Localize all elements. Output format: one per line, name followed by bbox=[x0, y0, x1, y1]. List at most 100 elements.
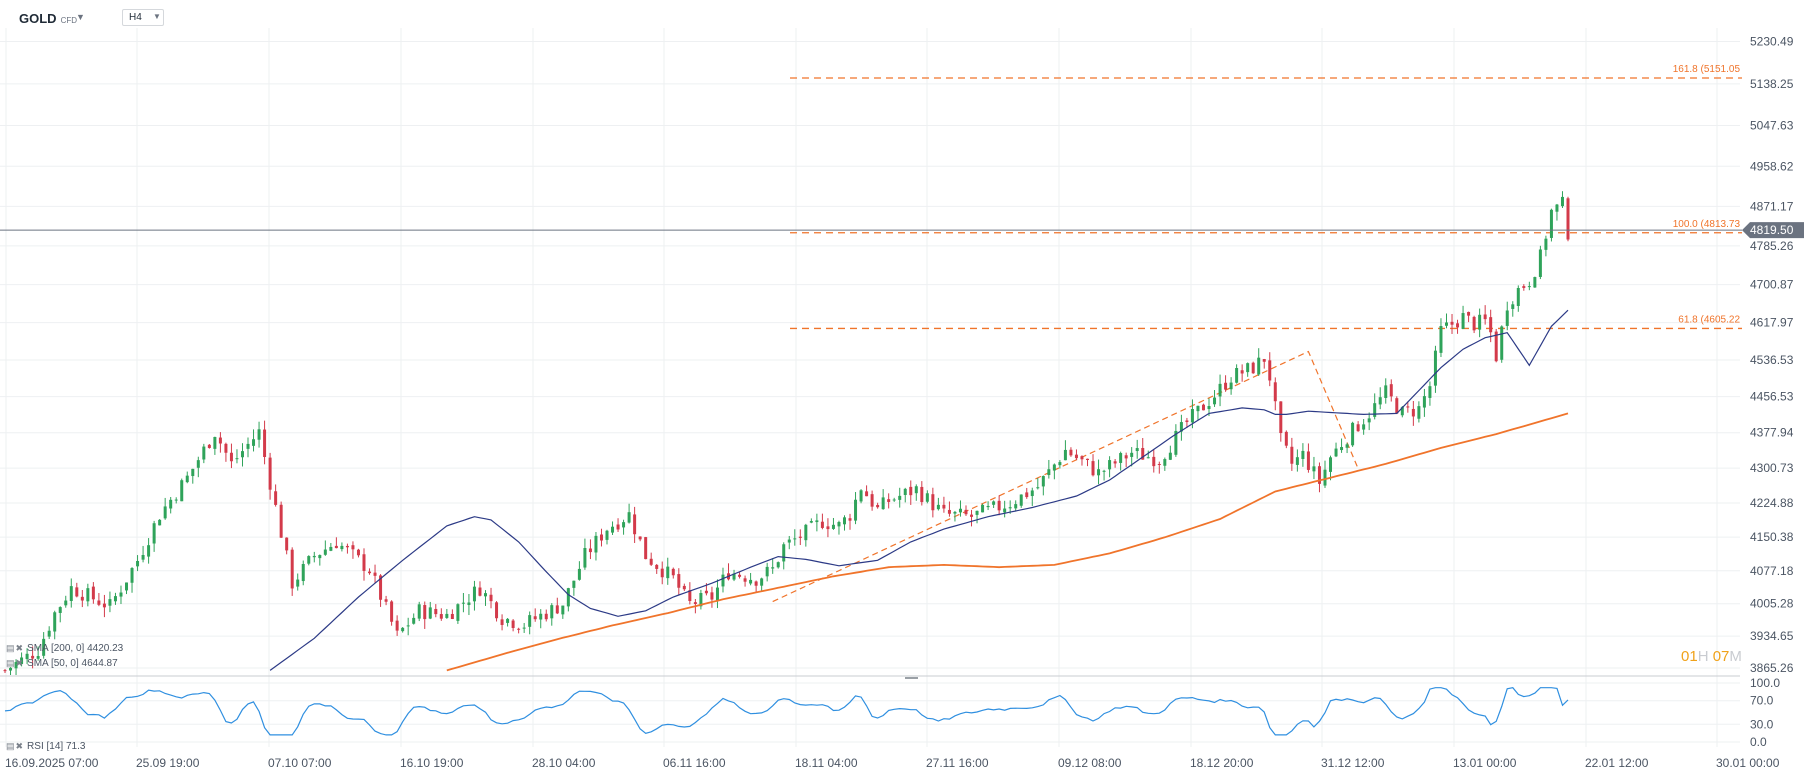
legend-sma200[interactable]: ▤✖ SMA [200, 0] 4420.23 bbox=[6, 643, 123, 654]
candle-down bbox=[533, 608, 537, 622]
candle-up bbox=[732, 569, 736, 582]
timer-minutes-unit: M bbox=[1729, 648, 1742, 665]
symbol-selector[interactable]: GOLD CFD bbox=[19, 11, 77, 26]
candle-body bbox=[859, 490, 863, 502]
candle-body bbox=[1533, 277, 1537, 288]
candle-body bbox=[920, 486, 924, 503]
candle-body bbox=[1030, 490, 1034, 497]
legend-rsi[interactable]: ▤✖ RSI [14] 71.3 bbox=[6, 741, 85, 752]
candle-body bbox=[1422, 396, 1426, 408]
candle-body bbox=[522, 627, 526, 629]
candle-body bbox=[439, 614, 443, 619]
candle-up bbox=[925, 490, 929, 504]
candle-down bbox=[964, 505, 968, 516]
timeframe-selector[interactable]: H4 ▼ bbox=[122, 9, 164, 26]
top-toolbar: GOLD CFD ▼ H4 ▼ bbox=[0, 0, 1810, 34]
candle-down bbox=[274, 484, 278, 507]
candle-body bbox=[467, 602, 471, 605]
x-tick-label: 09.12 08:00 bbox=[1058, 756, 1122, 770]
candle-body bbox=[771, 567, 775, 569]
candle-up bbox=[69, 578, 73, 608]
candle-down bbox=[1279, 401, 1283, 442]
candle-body bbox=[693, 602, 697, 605]
candle-body bbox=[1102, 470, 1106, 472]
candle-body bbox=[887, 499, 891, 502]
candle-body bbox=[240, 451, 244, 458]
candle-down bbox=[743, 575, 747, 587]
candle-up bbox=[715, 579, 719, 609]
candle-body bbox=[345, 545, 349, 548]
candle-body bbox=[472, 586, 476, 602]
candle-up bbox=[898, 487, 902, 508]
candle-up bbox=[1041, 475, 1045, 496]
candle-body bbox=[793, 538, 797, 540]
candle-up bbox=[130, 567, 134, 593]
candle-down bbox=[1472, 315, 1476, 334]
rsi-tick-label: 100.0 bbox=[1750, 676, 1780, 690]
candle-down bbox=[379, 574, 383, 607]
candle-body bbox=[1113, 461, 1117, 464]
candle-body bbox=[533, 616, 537, 620]
candle-up bbox=[428, 601, 432, 620]
candle-body bbox=[1351, 422, 1355, 446]
candle-up bbox=[1246, 362, 1250, 377]
candle-body bbox=[25, 653, 29, 660]
legend-settings-icon[interactable]: ▤✖ bbox=[6, 741, 25, 751]
candle-up bbox=[1511, 301, 1515, 317]
candle-body bbox=[1135, 448, 1139, 452]
candle-body bbox=[279, 504, 283, 538]
candle-up bbox=[1218, 374, 1222, 407]
candle-body bbox=[958, 508, 962, 513]
candle-body bbox=[566, 588, 570, 607]
current-price-line: 4819.50 bbox=[0, 222, 1804, 239]
candle-down bbox=[102, 594, 106, 618]
candle-body bbox=[1483, 314, 1487, 320]
candle-up bbox=[174, 497, 178, 504]
candle-up bbox=[152, 520, 156, 552]
candle-up bbox=[329, 543, 333, 552]
candle-up bbox=[213, 436, 217, 455]
x-tick-label: 18.12 20:00 bbox=[1190, 756, 1254, 770]
candle-up bbox=[25, 648, 29, 664]
candle-down bbox=[97, 593, 101, 607]
candle-body bbox=[1334, 448, 1338, 457]
candle-down bbox=[682, 583, 686, 592]
legend-rsi-label: RSI [14] 71.3 bbox=[27, 741, 86, 752]
candle-body bbox=[1406, 406, 1410, 408]
candle-up bbox=[185, 471, 189, 484]
y-tick-label: 4224.88 bbox=[1750, 496, 1794, 510]
time-axis[interactable]: 16.09.2025 07:00 25.09 19:00 07.10 07:00 16… bbox=[5, 756, 1780, 770]
candle-body bbox=[627, 512, 631, 523]
y-tick-label: 4150.38 bbox=[1750, 530, 1794, 544]
candle-body bbox=[754, 581, 758, 586]
candle-up bbox=[472, 580, 476, 611]
candle-body bbox=[638, 536, 642, 540]
candle-up bbox=[1052, 463, 1056, 480]
legend-sma50-label: SMA [50, 0] 4644.87 bbox=[27, 658, 118, 669]
candle-body bbox=[102, 603, 106, 608]
candle-up bbox=[1538, 245, 1542, 280]
candle-down bbox=[1406, 401, 1410, 413]
y-tick-label: 5047.63 bbox=[1750, 118, 1794, 132]
candle-down bbox=[224, 442, 228, 462]
symbol-dropdown-icon[interactable]: ▼ bbox=[76, 12, 85, 22]
candle-down bbox=[688, 582, 692, 605]
legend-settings-icon[interactable]: ▤✖ bbox=[6, 643, 25, 653]
candle-body bbox=[1268, 360, 1272, 381]
candle-body bbox=[312, 555, 316, 558]
candle-body bbox=[1179, 422, 1183, 432]
price-axis[interactable]: 5230.49 5138.25 5047.63 4958.62 4871.17 4785.… bbox=[1750, 35, 1794, 749]
candle-down bbox=[909, 480, 913, 505]
legend-sma50[interactable]: ▤✖ SMA [50, 0] 4644.87 bbox=[6, 658, 118, 669]
legend-settings-icon[interactable]: ▤✖ bbox=[6, 658, 25, 668]
candle-body bbox=[1201, 404, 1205, 411]
candle-body bbox=[898, 495, 902, 500]
candle-up bbox=[461, 592, 465, 613]
candle-up bbox=[58, 606, 62, 623]
candle-body bbox=[1003, 508, 1007, 513]
candle-body bbox=[141, 555, 145, 560]
candle-body bbox=[356, 549, 360, 556]
candle-body bbox=[1229, 382, 1233, 390]
y-tick-label: 4785.26 bbox=[1750, 239, 1794, 253]
